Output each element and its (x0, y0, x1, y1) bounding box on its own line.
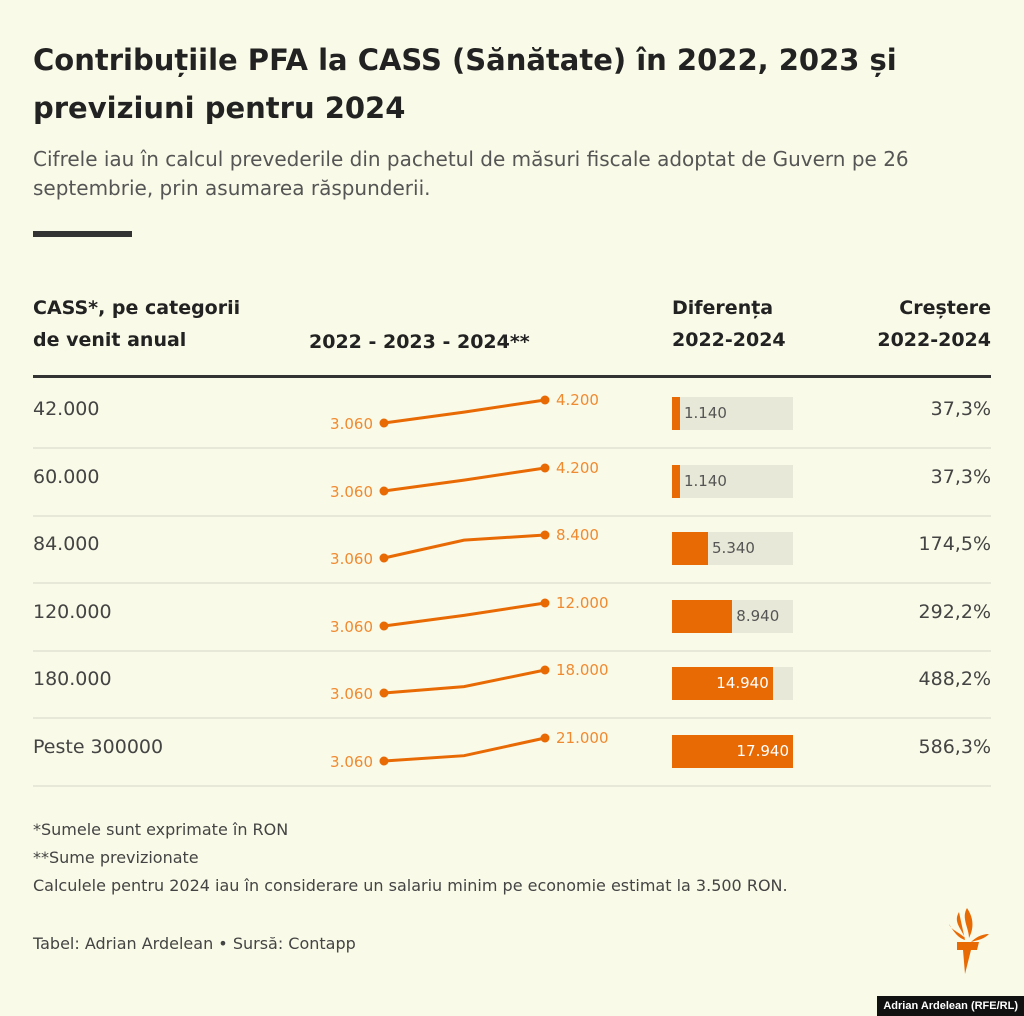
category-label: 84.000 (33, 533, 100, 556)
sparkline: 3.060 8.400 (330, 526, 599, 568)
source: Tabel: Adrian Ardelean • Sursă: Contapp (33, 934, 356, 953)
growth-value: 174,5% (918, 533, 991, 556)
sparkline: 3.060 21.000 (330, 729, 609, 771)
footnote-3: Calculele pentru 2024 iau în considerare… (33, 876, 788, 895)
trend-point-2022 (379, 688, 389, 698)
trend-line (383, 668, 546, 695)
trend-point-2024 (540, 665, 550, 675)
diff-bar (672, 735, 793, 768)
subtitle: Cifrele iau în calcul prevederile din pa… (33, 147, 909, 200)
category-label: 180.000 (33, 668, 112, 691)
category-label: 120.000 (33, 600, 112, 623)
value-2022-label: 3.060 (330, 483, 373, 501)
value-2022-label: 3.060 (330, 415, 373, 433)
table-row: 180.000 488,2% 3.060 18.000 14.940 (33, 650, 991, 720)
table-row: 120.000 292,2% 3.060 12.000 8.940 (33, 583, 991, 652)
trend-line (383, 398, 546, 425)
credit: Adrian Ardelean (RFE/RL) (877, 996, 1024, 1016)
growth-value: 586,3% (918, 736, 991, 758)
diff-value: 1.140 (684, 471, 727, 490)
trend-point-2022 (379, 486, 389, 496)
trend-point-2022 (379, 418, 389, 428)
diff-bar-track: 8.940 (672, 599, 793, 633)
category-label: 42.000 (33, 398, 100, 420)
table-row: 60.000 37,3% 3.060 4.200 1.140 (33, 448, 991, 517)
diff-bar (672, 667, 773, 701)
header-trend: 2022 - 2023 - 2024** (309, 331, 530, 353)
diff-bar-track: 5.340 (672, 532, 793, 566)
value-2022-label: 3.060 (330, 753, 373, 771)
growth-value: 488,2% (918, 668, 991, 691)
diff-bar-track: 17.940 (672, 735, 793, 768)
diff-bar-track: 1.140 (672, 464, 793, 498)
rfe-rl-torch-icon (949, 908, 989, 974)
value-2024-label: 12.000 (556, 594, 609, 612)
growth-value: 37,3% (930, 398, 991, 420)
diff-bar (672, 532, 709, 566)
value-2024-label: 21.000 (556, 729, 609, 747)
trend-line (383, 601, 546, 628)
trend-point-2024 (540, 395, 550, 405)
divider (33, 231, 132, 237)
growth-value: 292,2% (918, 600, 991, 623)
diff-value: 14.940 (716, 674, 769, 693)
trend-point-2024 (540, 598, 550, 608)
growth-value: 37,3% (930, 465, 991, 488)
value-2022-label: 3.060 (330, 685, 373, 703)
table-row: 84.000 174,5% 3.060 8.400 5.340 (33, 515, 991, 585)
value-2024-label: 4.200 (556, 391, 599, 409)
trend-line (383, 466, 546, 493)
trend-point-2022 (379, 553, 389, 563)
footnote-2: **Sume previzionate (33, 848, 199, 867)
diff-bar-track: 1.140 (672, 397, 793, 430)
diff-value: 1.140 (684, 404, 727, 422)
sparkline: 3.060 12.000 (330, 594, 609, 636)
table-row: 42.000 37,3% 3.060 4.200 1.140 (33, 380, 991, 449)
header-growth: Creștere 2022-2024 (877, 297, 991, 351)
diff-bar (672, 397, 680, 430)
sparkline: 3.060 18.000 (330, 661, 609, 703)
value-2022-label: 3.060 (330, 550, 373, 568)
header-diff: Diferența 2022-2024 (672, 297, 786, 351)
header-category: CASS*, pe categorii de venit anual (33, 297, 241, 351)
category-label: 60.000 (33, 465, 100, 488)
diff-bar-track: 14.940 (672, 667, 793, 701)
diff-value: 8.940 (736, 606, 780, 625)
diff-value: 17.940 (736, 742, 790, 760)
trend-line (383, 736, 546, 763)
value-2024-label: 4.200 (556, 459, 599, 477)
footnote-1: *Sumele sunt exprimate în RON (33, 820, 289, 839)
page-title: Contribuțiile PFA la CASS (Sănătate) în … (33, 43, 897, 125)
diff-value: 5.340 (712, 539, 755, 558)
value-2024-label: 8.400 (556, 526, 599, 544)
value-2022-label: 3.060 (330, 618, 373, 636)
header-rule (33, 375, 991, 378)
trend-point-2024 (540, 733, 550, 743)
value-2024-label: 18.000 (556, 661, 609, 679)
table-row: Peste 300000 586,3% 3.060 21.000 17.940 (33, 718, 991, 787)
trend-line (383, 533, 546, 560)
diff-bar (672, 599, 733, 633)
trend-point-2024 (540, 530, 550, 540)
trend-point-2022 (379, 756, 389, 766)
sparkline: 3.060 4.200 (330, 459, 599, 501)
trend-point-2022 (379, 621, 389, 631)
trend-point-2024 (540, 463, 550, 473)
sparkline: 3.060 4.200 (330, 391, 599, 433)
diff-bar (672, 464, 680, 498)
category-label: Peste 300000 (33, 736, 164, 758)
